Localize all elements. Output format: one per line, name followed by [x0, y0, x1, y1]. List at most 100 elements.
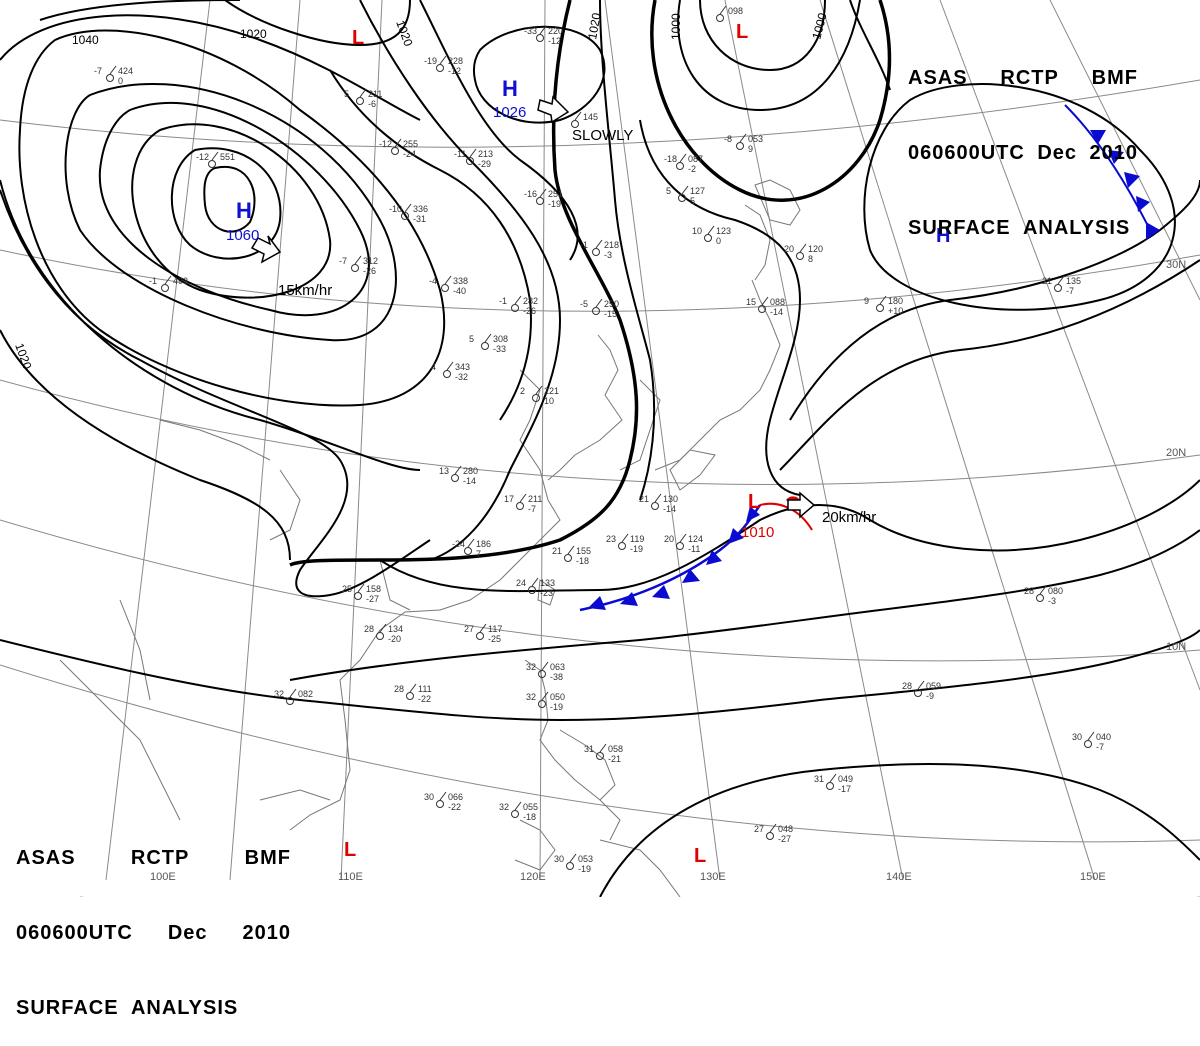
- station-tendency: 0: [118, 76, 123, 86]
- station-tendency: -7: [1096, 742, 1104, 752]
- station-circle-icon: [676, 542, 684, 550]
- header-station: RCTP: [130, 847, 190, 869]
- station-tendency: 10: [544, 396, 554, 406]
- station-pressure: 111: [418, 684, 432, 694]
- station-pressure: 120: [808, 244, 823, 254]
- header-bottom: ASAS RCTP BMF 060600UTC Dec 2010 SURFACE…: [16, 796, 291, 1046]
- wind-barb-icon: [541, 661, 549, 671]
- station-circle-icon: [566, 862, 574, 870]
- station-pressure: 117: [488, 624, 502, 634]
- station-pressure: 145: [583, 112, 598, 122]
- wind-barb-icon: [599, 743, 607, 753]
- station-tendency: -19: [578, 864, 591, 874]
- station-circle-icon: [1036, 594, 1044, 602]
- station-circle-icon: [464, 547, 472, 555]
- station-temp: 21: [1042, 276, 1052, 286]
- coordinate-labels: 100E 110E 120E 130E 140E 150E 30N 20N 10…: [150, 259, 1186, 883]
- isobar-ring-3: [131, 123, 332, 299]
- station-pressure: 221: [544, 386, 559, 396]
- header-line-3: SURFACE ANALYSIS: [908, 216, 1138, 241]
- station-circle-icon: [208, 160, 216, 168]
- station-tendency: -18: [576, 556, 589, 566]
- station-pressure: 211: [368, 89, 382, 99]
- station-pressure: 250: [604, 299, 619, 309]
- station-pressure: 058: [608, 744, 623, 754]
- station-pressure: 053: [578, 854, 593, 864]
- station-circle-icon: [106, 74, 114, 82]
- station-tendency: -22: [448, 802, 461, 812]
- station-circle-icon: [596, 752, 604, 760]
- longitude-label: 100E: [150, 871, 176, 883]
- station-circle-icon: [592, 248, 600, 256]
- station-temp: 21: [639, 494, 649, 504]
- station-temp: 32: [499, 802, 509, 812]
- wind-barb-icon: [595, 298, 603, 308]
- station-temp: 32: [526, 692, 536, 702]
- wind-barb-icon: [409, 683, 417, 693]
- wind-barb-icon: [1057, 275, 1065, 285]
- weather-map: H 1060 H 1026 SLOWLY H L L L 1010 20km/h…: [0, 0, 1200, 897]
- wind-barb-icon: [531, 577, 539, 587]
- longitude-label: 110E: [338, 871, 363, 883]
- wind-barb-icon: [1039, 585, 1047, 595]
- station-circle-icon: [354, 592, 362, 600]
- station-pressure: 053: [748, 134, 763, 144]
- station-temp: 31: [814, 774, 824, 784]
- station-temp: -12: [196, 152, 209, 162]
- station-temp: 5: [469, 334, 474, 344]
- isobar-ring-5: [64, 83, 397, 342]
- station-temp: 9: [864, 296, 869, 306]
- isobar-label: 1040: [72, 33, 99, 47]
- low-south-symbol: L: [694, 845, 706, 867]
- station-pressure: 308: [493, 334, 508, 344]
- motion-arrows: [250, 95, 816, 519]
- station-tendency: -26: [523, 306, 536, 316]
- isobar-pacific-high: [863, 83, 1176, 311]
- station-pressure: 343: [455, 362, 470, 372]
- station-pressure: 220: [548, 26, 563, 36]
- wind-barb-icon: [514, 801, 522, 811]
- station-pressure: 050: [550, 692, 565, 702]
- station-pressure: 282: [523, 296, 538, 306]
- header-type: BMF: [1091, 67, 1138, 89]
- station-circle-icon: [351, 264, 359, 272]
- station-circle-icon: [286, 697, 294, 705]
- station-circle-icon: [436, 800, 444, 808]
- wind-barb-icon: [439, 55, 447, 65]
- coastlines: [59, 179, 801, 897]
- wind-barb-icon: [829, 773, 837, 783]
- station-temp: -11: [454, 149, 466, 159]
- longitude-label: 120E: [520, 871, 546, 883]
- station-tendency: 8: [808, 254, 813, 264]
- station-temp: -16: [524, 189, 537, 199]
- station-temp: 32: [274, 689, 284, 699]
- station-temp: 30: [424, 792, 434, 802]
- header-source: ASAS: [16, 847, 76, 869]
- wind-barb-icon: [539, 25, 547, 35]
- station-pressure: 098: [728, 6, 743, 16]
- station-tendency: -14: [463, 476, 476, 486]
- station-temp: 28: [394, 684, 404, 694]
- mongolia-motion-label: 15km/hr: [278, 282, 332, 299]
- station-tendency: -31: [413, 214, 426, 224]
- low-southwest-symbol: L: [344, 839, 356, 861]
- station-temp: 23: [606, 534, 616, 544]
- longitude-label: 140E: [886, 871, 912, 883]
- station-temp: 24: [516, 578, 526, 588]
- station-tendency: -18: [523, 812, 536, 822]
- station-tendency: -20: [388, 634, 401, 644]
- station-pressure: 066: [448, 792, 463, 802]
- wind-barb-icon: [569, 853, 577, 863]
- wind-barb-icon: [621, 533, 629, 543]
- station-pressure: 228: [448, 56, 463, 66]
- station-temp: -1: [499, 296, 507, 306]
- station-temp: 32: [526, 662, 536, 672]
- wind-barb-icon: [454, 465, 462, 475]
- station-tendency: -19: [630, 544, 643, 554]
- station-pressure: 424: [118, 66, 133, 76]
- station-temp: -18: [664, 154, 677, 164]
- arrow-ecs-low-motion: [787, 491, 816, 519]
- wind-barb-icon: [799, 243, 807, 253]
- station-pressure: 255: [403, 139, 418, 149]
- station-temp: 27: [754, 824, 764, 834]
